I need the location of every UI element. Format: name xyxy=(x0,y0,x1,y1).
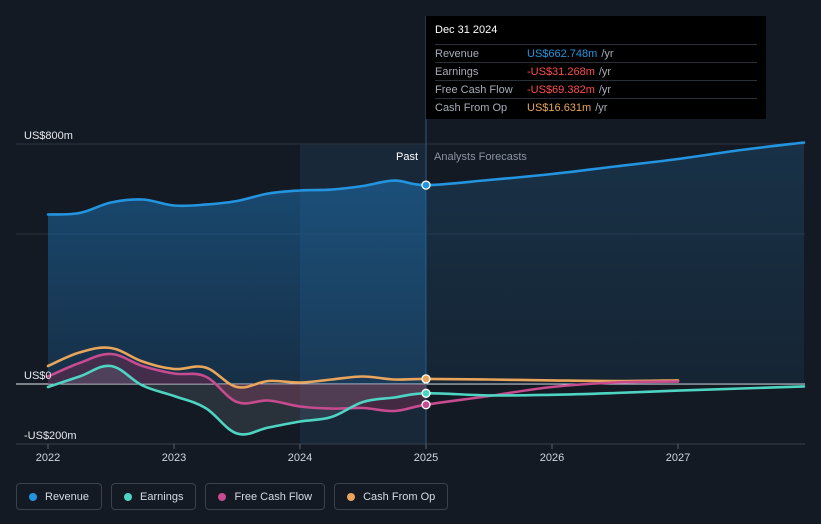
past-label: Past xyxy=(396,151,418,163)
legend-label: Cash From Op xyxy=(363,490,436,503)
legend-label: Earnings xyxy=(140,490,184,503)
tooltip-row-unit: /yr xyxy=(595,101,608,114)
chart-legend: Revenue Earnings Free Cash Flow Cash From O… xyxy=(16,483,449,510)
revenue-line xyxy=(46,141,806,216)
legend-dot-icon xyxy=(29,492,37,501)
earnings-line xyxy=(46,364,806,436)
x-tick-label: 2022 xyxy=(36,452,60,464)
tooltip-row-revenue: Revenue US$662.748m/yr xyxy=(435,44,757,62)
revenue-area-past xyxy=(48,180,426,384)
free-cash-flow-area xyxy=(48,353,426,412)
tooltip-row-free-cash-flow: Free Cash Flow -US$69.382m/yr xyxy=(435,80,757,98)
legend-item-revenue[interactable]: Revenue xyxy=(16,483,103,510)
x-tick-label: 2023 xyxy=(162,452,186,464)
forecast-label: Analysts Forecasts xyxy=(434,151,527,163)
earnings-marker xyxy=(421,388,431,398)
x-tick-label: 2024 xyxy=(288,452,312,464)
tooltip-row-label: Earnings xyxy=(435,65,479,78)
tooltip-date: Dec 31 2024 xyxy=(435,24,498,36)
legend-label: Free Cash Flow xyxy=(234,490,313,503)
tooltip-row-cash-from-op: Cash From Op US$16.631m/yr xyxy=(435,98,757,116)
revenue-marker xyxy=(421,180,431,190)
cash-from-op-line xyxy=(46,346,680,389)
legend-dot-icon xyxy=(347,492,356,501)
free-cash-flow-line xyxy=(46,352,680,413)
tooltip-row-value: US$662.748m xyxy=(527,47,598,60)
tooltip-row-label: Cash From Op xyxy=(435,101,508,114)
y-tick-label: -US$200m xyxy=(24,430,77,442)
earnings-area xyxy=(48,365,426,435)
tooltip-row-unit: /yr xyxy=(598,83,612,96)
legend-item-cash-from-op[interactable]: Cash From Op xyxy=(334,483,449,510)
tooltip-row-value: -US$31.268m xyxy=(527,65,595,78)
tooltip-row-value: -US$69.382m xyxy=(527,83,595,96)
legend-dot-icon xyxy=(218,492,227,501)
y-tick-label: US$800m xyxy=(24,130,73,142)
tooltip-row-unit: /yr xyxy=(601,47,614,60)
y-tick-label: US$0 xyxy=(24,370,52,382)
x-tick-label: 2027 xyxy=(666,452,690,464)
tooltip-row-unit: /yr xyxy=(598,65,612,78)
legend-item-earnings[interactable]: Earnings xyxy=(111,483,197,510)
tooltip-row-label: Revenue xyxy=(435,47,480,60)
free-cash-flow-marker xyxy=(421,400,431,410)
x-tick-label: 2025 xyxy=(414,452,438,464)
tooltip-row-value: US$16.631m xyxy=(527,101,592,114)
x-tick-label: 2026 xyxy=(540,452,564,464)
tooltip-row-label: Free Cash Flow xyxy=(435,83,513,96)
tooltip-row-earnings: Earnings -US$31.268m/yr xyxy=(435,62,757,80)
data-tooltip: Dec 31 2024 Revenue US$662.748m/yr Earning… xyxy=(426,16,766,119)
legend-item-free-cash-flow[interactable]: Free Cash Flow xyxy=(205,483,326,510)
cash-from-op-marker xyxy=(421,374,431,384)
legend-dot-icon xyxy=(124,492,133,501)
revenue-area-forecast xyxy=(426,142,804,384)
legend-label: Revenue xyxy=(45,490,90,503)
